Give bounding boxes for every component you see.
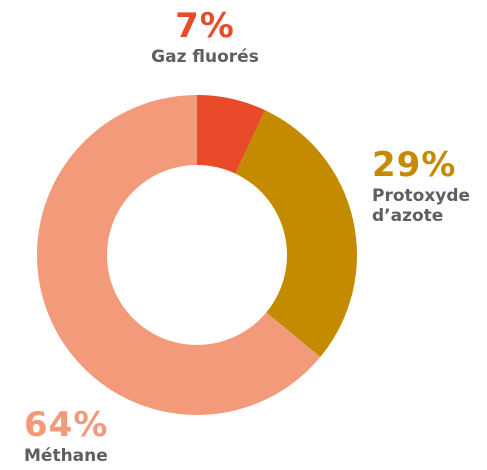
category-label: Gaz fluorés xyxy=(151,46,259,67)
segment-label: 7% Gaz fluorés xyxy=(120,6,290,67)
donut-segment xyxy=(235,110,357,357)
donut-segment xyxy=(197,95,266,174)
donut-segment xyxy=(36,95,321,415)
percent-label: 29% xyxy=(372,145,457,185)
category-label: Protoxyde d’azote xyxy=(372,185,471,227)
category-label: Méthane xyxy=(24,445,108,466)
segment-label: 29% Protoxyde d’azote xyxy=(372,145,482,227)
percent-label: 64% xyxy=(24,405,109,445)
segment-label: 64% Méthane xyxy=(24,405,164,466)
percent-label: 7% xyxy=(175,6,235,46)
